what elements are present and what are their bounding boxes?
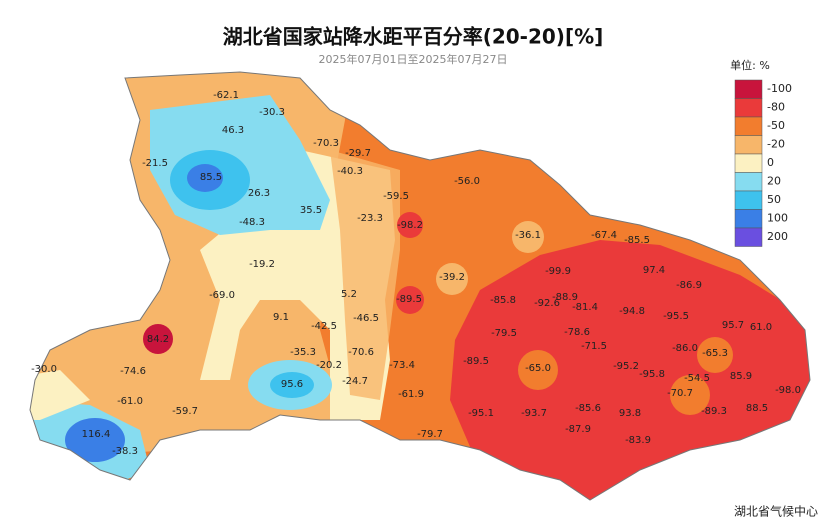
station-value: -30.0: [31, 364, 57, 375]
station-value: -42.5: [311, 321, 337, 332]
station-value: -73.4: [389, 360, 415, 371]
station-value: -56.0: [454, 176, 480, 187]
station-value: 35.5: [300, 205, 322, 216]
station-value: -79.7: [417, 429, 443, 440]
legend-swatch: [734, 172, 763, 192]
station-value: -24.7: [342, 376, 368, 387]
station-value: 88.5: [746, 403, 768, 414]
station-value: 95.7: [722, 320, 744, 331]
legend-swatch: [734, 79, 763, 99]
station-value: -70.6: [348, 347, 374, 358]
legend-label: -100: [767, 82, 792, 95]
station-value: -59.5: [383, 191, 409, 202]
station-value: -69.0: [209, 290, 235, 301]
legend: -100 -80 -50 -20 0 20 50 100 200: [734, 79, 792, 247]
station-value: -93.7: [521, 408, 547, 419]
legend-swatch: [734, 116, 763, 136]
subtitle: 2025年07月01日至2025年07月27日: [319, 52, 508, 66]
station-value: -35.3: [290, 347, 316, 358]
legend-swatch: [734, 209, 763, 229]
station-value: -95.8: [639, 369, 665, 380]
station-value: -95.1: [468, 408, 494, 419]
station-value: -40.3: [337, 166, 363, 177]
station-value: 85.9: [730, 371, 752, 382]
station-value: 84.2: [147, 334, 169, 345]
station-value: -98.0: [775, 385, 801, 396]
station-value: 61.0: [750, 322, 772, 333]
station-value: -67.4: [591, 230, 617, 241]
station-value: -89.3: [701, 406, 727, 417]
station-value: -23.3: [357, 213, 383, 224]
station-value: 5.2: [341, 289, 357, 300]
station-value: -65.3: [702, 348, 728, 359]
legend-label: 50: [767, 193, 781, 206]
station-value: -38.3: [112, 446, 138, 457]
legend-swatch: [734, 153, 763, 173]
station-value: -70.7: [667, 388, 693, 399]
station-value: -46.5: [353, 313, 379, 324]
legend-label: -80: [767, 101, 785, 114]
stations: -62.1 -30.3 46.3 -70.3 -29.7 -21.5 85.5 -40.3 -5…: [31, 90, 801, 457]
source: 湖北省气候中心: [734, 504, 818, 519]
legend-label: -50: [767, 119, 785, 132]
station-value: -88.9: [552, 292, 578, 303]
station-value: -39.2: [439, 272, 465, 283]
station-value: 46.3: [222, 125, 244, 136]
legend-swatch: [734, 227, 763, 247]
station-value: -89.5: [396, 294, 422, 305]
station-value: -21.5: [142, 158, 168, 169]
station-value: -30.3: [259, 107, 285, 118]
legend-swatch: [734, 135, 763, 155]
station-value: -79.5: [491, 328, 517, 339]
legend-swatch: [734, 190, 763, 210]
station-value: -99.9: [545, 266, 571, 277]
station-value: -85.5: [624, 235, 650, 246]
legend-label: 200: [767, 230, 788, 243]
station-value: -62.1: [213, 90, 239, 101]
station-value: 93.8: [619, 408, 641, 419]
station-value: -36.1: [515, 230, 541, 241]
station-value: -85.6: [575, 403, 601, 414]
station-value: -85.8: [490, 295, 516, 306]
station-value: 97.4: [643, 265, 665, 276]
legend-label: -20: [767, 138, 785, 151]
station-value: -83.9: [625, 435, 651, 446]
station-value: -61.9: [398, 389, 424, 400]
station-value: -59.7: [172, 406, 198, 417]
station-value: -54.5: [684, 373, 710, 384]
station-value: -89.5: [463, 356, 489, 367]
station-value: 95.6: [281, 379, 303, 390]
legend-label: 100: [767, 212, 788, 225]
station-value: 9.1: [273, 312, 289, 323]
legend-swatch: [734, 98, 763, 118]
station-value: -98.2: [397, 220, 423, 231]
station-value: -20.2: [316, 360, 342, 371]
station-value: -48.3: [239, 217, 265, 228]
station-value: -87.9: [565, 424, 591, 435]
station-value: -65.0: [525, 363, 551, 374]
station-value: -94.8: [619, 306, 645, 317]
station-value: -71.5: [581, 341, 607, 352]
station-value: 85.5: [200, 172, 222, 183]
station-value: -19.2: [249, 259, 275, 270]
station-value: 116.4: [82, 429, 111, 440]
station-value: -29.7: [345, 148, 371, 159]
title: 湖北省国家站降水距平百分率(20-20)[%]: [223, 25, 604, 49]
station-value: -61.0: [117, 396, 143, 407]
legend-label: 0: [767, 156, 774, 169]
station-value: -92.6: [534, 298, 560, 309]
station-value: -74.6: [120, 366, 146, 377]
station-value: -78.6: [564, 327, 590, 338]
station-value: 26.3: [248, 188, 270, 199]
station-value: -86.9: [676, 280, 702, 291]
legend-label: 20: [767, 175, 781, 188]
station-value: -86.0: [672, 343, 698, 354]
station-value: -70.3: [313, 138, 339, 149]
station-value: -95.2: [613, 361, 639, 372]
station-value: -95.5: [663, 311, 689, 322]
station-value: -81.4: [572, 302, 598, 313]
legend-unit: 单位: %: [730, 58, 770, 72]
